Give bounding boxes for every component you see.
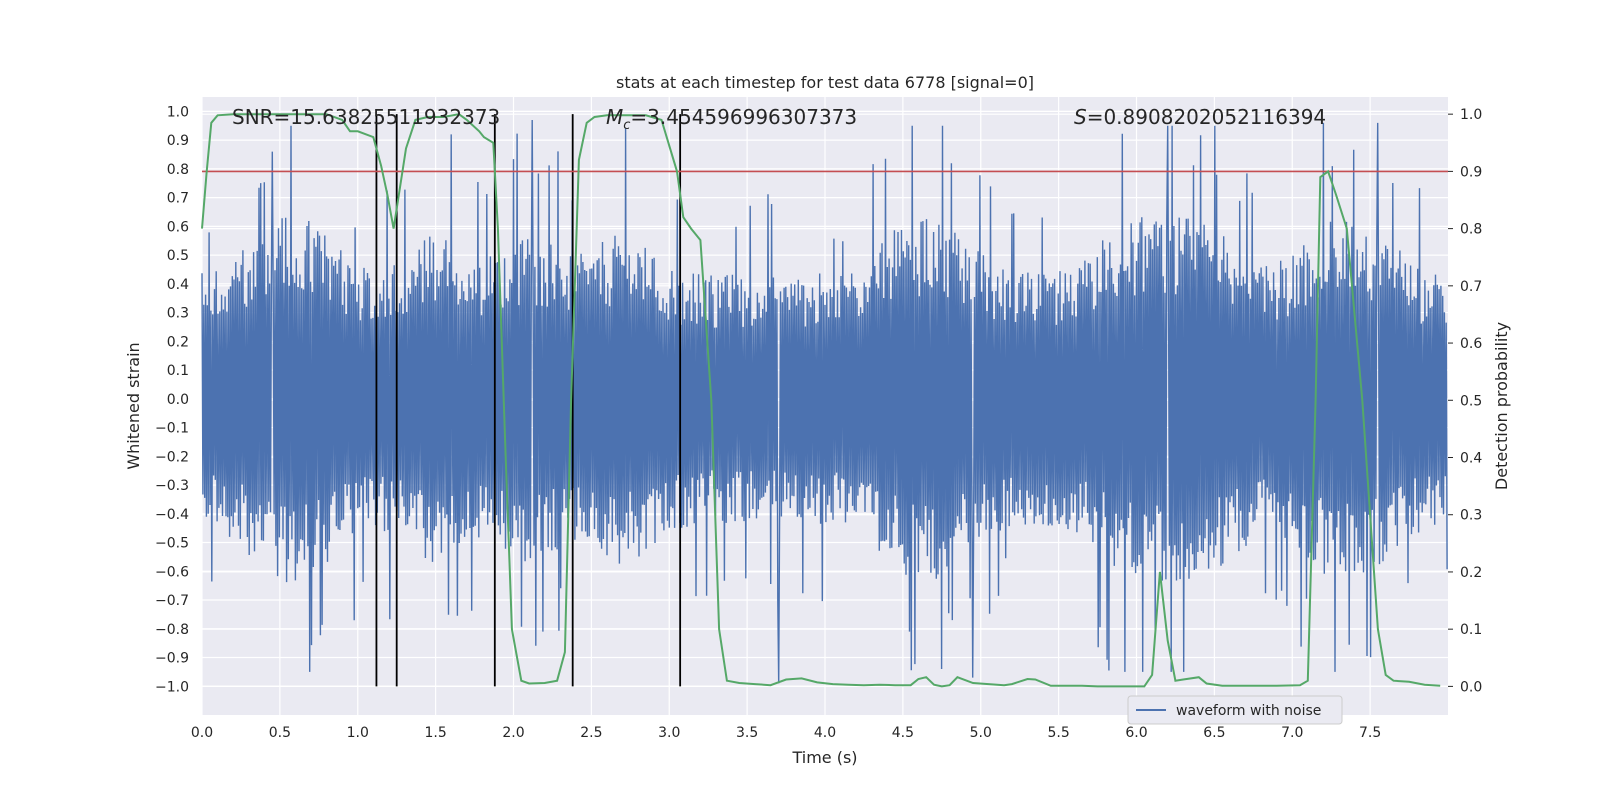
legend-box [1127, 695, 1343, 725]
y2-tick-label: 0.1 [1460, 622, 1482, 638]
y-tick-label: 0.5 [167, 248, 189, 264]
x-tick-label: 7.5 [1359, 725, 1381, 741]
waveform-line [201, 119, 1448, 684]
snr-annotation: SNR=15.63825511932373 [232, 105, 500, 129]
s-symbol: S [1074, 105, 1087, 129]
chirp-mass-annotation: Mc=3.454596996307373 [606, 105, 857, 133]
s-value: =0.8908202052116394 [1087, 105, 1326, 129]
y2-tick-label: 0.3 [1460, 508, 1482, 524]
mc-subscript: c [623, 118, 630, 133]
x-axis-label: Time (s) [791, 748, 857, 767]
y-tick-label: 0.8 [167, 162, 189, 178]
detection-probability-line [201, 113, 1441, 688]
probability-series [201, 113, 1441, 688]
x-tick-label: 6.5 [1203, 725, 1225, 741]
x-tick-label: 6.0 [1125, 725, 1147, 741]
x-tick-label: 1.5 [424, 725, 446, 741]
y-tick-label: 0.7 [167, 191, 189, 207]
y-tick-label: −0.8 [155, 622, 189, 638]
y-tick-label: −0.7 [155, 593, 189, 609]
x-tick-label: 3.0 [658, 725, 680, 741]
mc-value: =3.454596996307373 [630, 105, 857, 129]
y-tick-label: 0.6 [167, 219, 189, 235]
y-axis-label: Whitened strain [124, 342, 143, 469]
vertical-markers [375, 114, 682, 687]
legend: waveform with noise [1127, 695, 1343, 725]
y2-tick-label: 1.0 [1460, 107, 1482, 123]
y2-tick-label: 0.9 [1460, 164, 1482, 180]
y2-tick-label: 0.0 [1460, 679, 1482, 695]
y2-tick-label: 0.7 [1460, 279, 1482, 295]
y-tick-label: −0.4 [155, 507, 189, 523]
x-tick-label: 0.0 [191, 725, 213, 741]
y-tick-label: −0.1 [155, 421, 189, 437]
y-tick-label: 0.4 [167, 277, 189, 293]
y2-tick-label: 0.6 [1460, 336, 1482, 352]
y-tick-label: 0.1 [167, 363, 189, 379]
y-tick-label: −0.5 [155, 536, 189, 552]
y-tick-label: −1.0 [155, 679, 189, 695]
x-tick-label: 2.0 [502, 725, 524, 741]
y2-tick-label: 0.4 [1460, 451, 1482, 467]
y-tick-label: 0.2 [167, 334, 189, 350]
y-tick-label: 0.0 [167, 392, 189, 408]
x-axis-ticks: 0.0 0.5 1.0 1.5 2.0 2.5 3.0 3.5 4.0 4.5 5.0 5.5 6.0 6… [191, 725, 1381, 741]
x-tick-label: 2.5 [580, 725, 602, 741]
y2-axis-label: Detection probability [1492, 322, 1511, 490]
mc-symbol: M [606, 105, 623, 129]
y-axis-ticks: 1.0 0.9 0.8 0.7 0.6 0.5 0.4 0.3 0.2 0.1 0.0 −0.1 −0.… [155, 104, 189, 695]
x-tick-label: 7.0 [1281, 725, 1303, 741]
waveform-series [201, 119, 1448, 684]
y2-tick-label: 0.5 [1460, 393, 1482, 409]
x-tick-label: 3.5 [736, 725, 758, 741]
y2-tick-label: 0.2 [1460, 565, 1482, 581]
legend-label-waveform: waveform with noise [1176, 703, 1321, 719]
x-tick-label: 1.0 [347, 725, 369, 741]
y-tick-label: 0.9 [167, 133, 189, 149]
x-tick-label: 4.5 [892, 725, 914, 741]
y-tick-label: 1.0 [167, 104, 189, 120]
y-tick-label: −0.3 [155, 478, 189, 494]
x-tick-label: 5.0 [970, 725, 992, 741]
y2-tick-label: 0.8 [1460, 222, 1482, 238]
s-annotation: S=0.8908202052116394 [1074, 105, 1326, 129]
x-tick-label: 0.5 [269, 725, 291, 741]
chart-title: stats at each timestep for test data 677… [616, 73, 1034, 92]
y-tick-label: 0.3 [167, 306, 189, 322]
y-tick-label: −0.9 [155, 651, 189, 667]
y-tick-label: −0.6 [155, 564, 189, 580]
x-tick-label: 5.5 [1047, 725, 1069, 741]
x-tick-label: 4.0 [814, 725, 836, 741]
y-tick-label: −0.2 [155, 449, 189, 465]
y2-axis-ticks: 1.0 0.9 0.8 0.7 0.6 0.5 0.4 0.3 0.2 0.1 0.0 [1448, 107, 1482, 695]
